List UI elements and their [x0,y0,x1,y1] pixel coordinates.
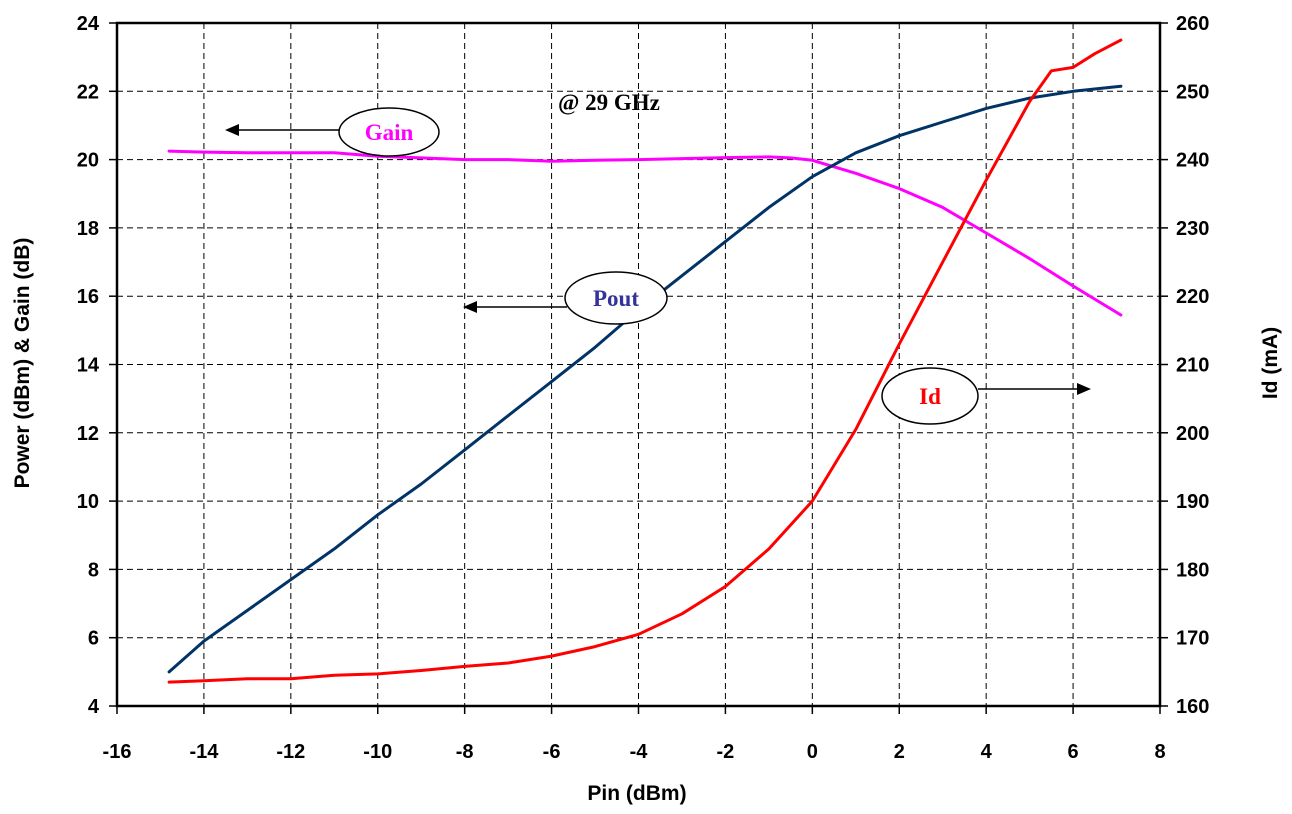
y-tick-label: 10 [77,491,99,513]
y2-tick-label: 230 [1176,218,1209,240]
y-tick-label: 22 [77,81,99,103]
series-line-gain [167,149,1123,317]
x-tick-label: 8 [1154,741,1165,763]
x-tick-label: -6 [543,741,561,763]
pout-oval [564,271,668,325]
x-tick-label: 0 [807,741,818,763]
y2-tick-label: 170 [1176,628,1209,650]
x-tick-label: -8 [456,741,474,763]
gain-arrowhead [225,124,239,136]
y-tick-label: 8 [88,559,99,581]
x-tick-label: -12 [276,741,305,763]
y2-tick-label: 220 [1176,286,1209,308]
y-tick-label: 24 [77,13,100,35]
x-tick-label: -4 [630,741,649,763]
id-label: Id [919,384,941,409]
y-tick-label: 6 [88,628,99,650]
series-line-id [167,38,1123,684]
y-axis-title: Power (dBm) & Gain (dB) [11,238,34,489]
y2-tick-label: 250 [1176,81,1209,103]
x-axis-title: Pin (dBm) [587,782,686,805]
y-tick-label: 12 [77,423,99,445]
id-callout: Id [881,367,1091,425]
series-line-pout [167,84,1123,674]
y-tick-label: 4 [88,696,100,718]
x-tick-label: -16 [103,741,132,763]
y2-tick-label: 200 [1176,423,1209,445]
y2-tick-label: 190 [1176,491,1209,513]
pout-label: Pout [593,286,639,311]
grid [117,23,1160,706]
y-tick-label: 14 [77,355,100,377]
x-tick-label: 6 [1068,741,1079,763]
y2-tick-label: 180 [1176,559,1209,581]
x-tick-label: 4 [981,741,993,763]
y2-tick-label: 260 [1176,13,1209,35]
y-tick-label: 18 [77,218,99,240]
y2-axis-title: Id (mA) [1259,327,1282,399]
x-tick-label: -10 [363,741,392,763]
x-tick-label: 2 [894,741,905,763]
frequency-annotation: @ 29 GHz [558,90,660,116]
id-arrowhead [1077,383,1091,395]
id-oval [881,367,979,425]
y-tick-label: 20 [77,150,99,172]
y2-tick-label: 160 [1176,696,1209,718]
y2-tick-label: 240 [1176,150,1209,172]
pout-arrowhead [463,301,477,313]
series-layer [167,38,1123,684]
x-tick-label: -2 [717,741,735,763]
ticks: -16 -14 -12 -10 -8 -6 -4 -2 0 2 4 6 8468101214161820… [77,13,1210,763]
gain-oval [338,107,440,157]
gain-callout: Gain [225,107,440,157]
gain-label: Gain [365,120,414,145]
y-tick-label: 16 [77,286,99,308]
x-tick-label: -14 [189,741,219,763]
y2-tick-label: 210 [1176,355,1209,377]
pout-callout: Pout [463,271,668,325]
